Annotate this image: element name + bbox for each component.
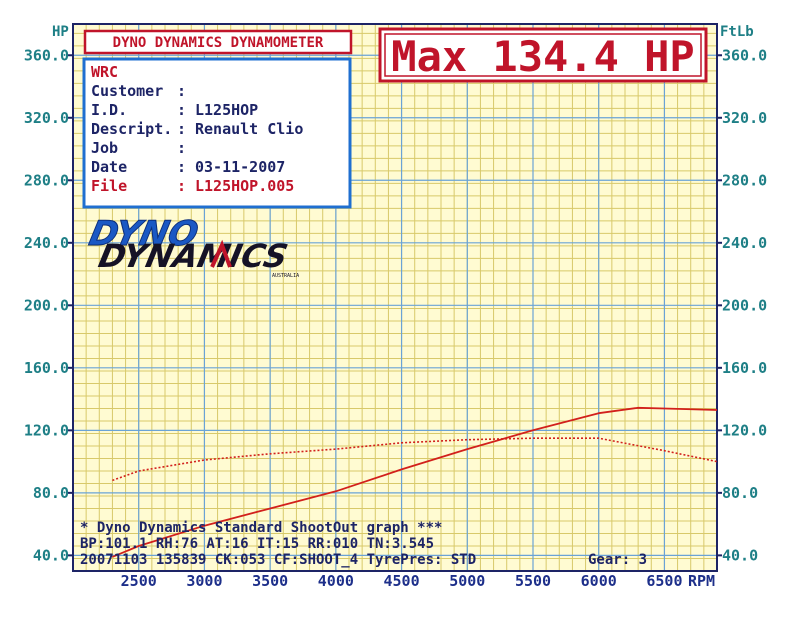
info-row-key: Descript. bbox=[91, 120, 172, 138]
info-row-sep: : bbox=[177, 139, 186, 157]
logo-red-accent bbox=[210, 239, 232, 268]
max-power-box-inner bbox=[384, 33, 702, 77]
logo-line1: DYNO bbox=[86, 214, 202, 254]
y-tick-right: 320.0 bbox=[722, 109, 767, 127]
info-row-value: L125HOP bbox=[195, 101, 258, 119]
y-tick-left: 240.0 bbox=[24, 234, 69, 252]
y-tick-left: 360.0 bbox=[24, 46, 69, 64]
title-box bbox=[83, 29, 353, 55]
y-tick-right: 240.0 bbox=[722, 234, 767, 252]
info-row-key: File bbox=[91, 177, 127, 195]
right-unit-label: FtLb bbox=[720, 24, 754, 40]
plot-frame bbox=[72, 23, 718, 572]
footer-line2: BP:101.1 RH:76 AT:16 IT:15 RR:010 TN:3.5… bbox=[80, 536, 434, 552]
x-tick-label: 3000 bbox=[186, 572, 222, 590]
info-row-key: Customer bbox=[91, 82, 163, 100]
y-axis-left: 40.0 80.0 120.0 160.0 200.0 240.0 280.0 320.0 36… bbox=[24, 46, 73, 564]
y-axis-right: 40.0 80.0 120.0 160.0 200.0 240.0 280.0 320.0 36… bbox=[717, 46, 767, 564]
torque-curve bbox=[112, 437, 718, 482]
y-tick-left: 80.0 bbox=[33, 484, 69, 502]
footer-line1: * Dyno Dynamics Standard ShootOut graph … bbox=[80, 520, 442, 536]
y-tick-left: 120.0 bbox=[24, 421, 69, 439]
info-row-sep: : bbox=[177, 120, 186, 138]
y-tick-left: 40.0 bbox=[33, 546, 69, 564]
info-row-key: I.D. bbox=[91, 101, 127, 119]
footer-line3-left: 20071103 135839 CK:053 CF:SHOOT_4 TyrePr… bbox=[80, 552, 476, 568]
info-row-value: Renault Clio bbox=[195, 120, 303, 138]
info-row-sep: : bbox=[177, 82, 186, 100]
x-tick-label: 3500 bbox=[252, 572, 288, 590]
x-tick-label: 6500 bbox=[646, 572, 682, 590]
x-tick-label: 6000 bbox=[581, 572, 617, 590]
x-axis-unit-label: RPM bbox=[688, 572, 715, 590]
y-tick-right: 200.0 bbox=[722, 296, 767, 314]
x-axis: 2500 3000 3500 4000 4500 5000 5500 6000 6500 bbox=[121, 572, 683, 590]
y-tick-left: 320.0 bbox=[24, 109, 69, 127]
y-tick-right: 280.0 bbox=[722, 171, 767, 189]
y-tick-left: 160.0 bbox=[24, 359, 69, 377]
info-row-key: Job bbox=[91, 139, 118, 157]
y-tick-right: 80.0 bbox=[722, 484, 758, 502]
footer-line3-right: Gear: 3 bbox=[588, 552, 647, 568]
max-power-box bbox=[378, 27, 708, 83]
left-unit-label: HP bbox=[52, 24, 69, 40]
logo-sub: AUSTRALIA bbox=[272, 273, 299, 279]
power-curve bbox=[112, 406, 718, 558]
x-tick-label: 4500 bbox=[384, 572, 420, 590]
y-tick-left: 200.0 bbox=[24, 296, 69, 314]
x-tick-label: 5000 bbox=[449, 572, 485, 590]
info-row-sep: : bbox=[177, 158, 186, 176]
info-row-sep: : bbox=[177, 177, 186, 195]
logo-line2: DYNAMICS bbox=[95, 237, 291, 275]
y-tick-right: 120.0 bbox=[722, 421, 767, 439]
y-tick-right: 160.0 bbox=[722, 359, 767, 377]
title-box-text: DYNO DYNAMICS DYNAMOMETER bbox=[113, 35, 324, 51]
x-tick-label: 5500 bbox=[515, 572, 551, 590]
y-tick-right: 360.0 bbox=[722, 46, 767, 64]
info-row-key: Date bbox=[91, 158, 127, 176]
info-row-value: 03-11-2007 bbox=[195, 158, 285, 176]
max-power-text: Max 134.4 HP bbox=[391, 32, 694, 81]
series-layer bbox=[112, 406, 718, 558]
y-tick-right: 40.0 bbox=[722, 546, 758, 564]
x-tick-label: 2500 bbox=[121, 572, 157, 590]
info-row-value: L125HOP.005 bbox=[195, 177, 294, 195]
x-tick-label: 4000 bbox=[318, 572, 354, 590]
info-box bbox=[82, 57, 352, 209]
info-rows: Customer: I.D.: L125HOP Descript.: Renault C… bbox=[91, 82, 303, 195]
info-row-sep: : bbox=[177, 101, 186, 119]
dyno-dynamics-logo: DYNO DYNAMICS AUSTRALIA bbox=[85, 214, 299, 279]
info-heading: WRC bbox=[91, 63, 118, 81]
y-tick-left: 280.0 bbox=[24, 171, 69, 189]
